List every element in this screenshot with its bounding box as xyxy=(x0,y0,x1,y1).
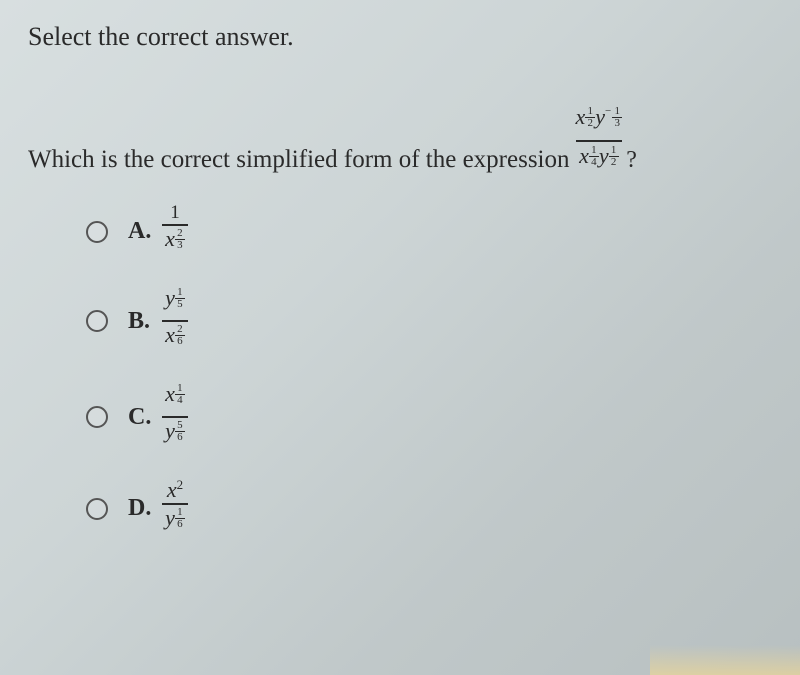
exp-top: 1 xyxy=(177,287,183,298)
radio-b[interactable] xyxy=(86,310,108,332)
exp-top: 1 xyxy=(591,145,597,156)
var-x: x xyxy=(576,104,586,130)
radio-d[interactable] xyxy=(86,498,108,520)
options-list: A. 1 x 2 3 B. y 1 xyxy=(86,202,772,540)
expr-numerator: x 1 2 y − 1 3 xyxy=(576,104,623,139)
exp-bot: 2 xyxy=(611,157,617,168)
exp-bot: 6 xyxy=(177,432,183,443)
var-y: y xyxy=(595,104,605,130)
exp-top: 5 xyxy=(177,420,183,431)
instruction-text: Select the correct answer. xyxy=(28,22,772,52)
option-label-a: A. xyxy=(128,218,162,245)
opt-den: y 5 6 xyxy=(165,418,185,453)
exp-frac: 1 4 xyxy=(589,145,599,168)
option-d[interactable]: D. x 2 y 1 6 xyxy=(86,477,772,540)
var-x: x xyxy=(165,381,175,407)
exp-top: 1 xyxy=(588,106,594,117)
option-label-c: C. xyxy=(128,404,162,431)
plain-numerator: 1 xyxy=(170,202,180,224)
exp-top: 2 xyxy=(177,324,183,335)
var-x: x xyxy=(165,226,175,252)
exp-bot: 3 xyxy=(177,240,183,251)
var-x: x xyxy=(579,143,589,169)
exp-top: 1 xyxy=(615,106,621,117)
option-expr-a: 1 x 2 3 xyxy=(162,202,188,261)
opt-num: 1 xyxy=(170,202,180,224)
exp-frac: 1 6 xyxy=(175,507,185,530)
question-row: Which is the correct simplified form of … xyxy=(28,100,772,174)
option-a[interactable]: A. 1 x 2 3 xyxy=(86,202,772,261)
option-expr-d: x 2 y 1 6 xyxy=(162,477,188,540)
corner-glow xyxy=(650,645,800,675)
exp-bot: 4 xyxy=(177,395,183,406)
exp-frac: 1 2 xyxy=(609,145,619,168)
exp-top: 1 xyxy=(177,383,183,394)
expr-denominator: x 1 4 y 1 2 xyxy=(579,143,619,178)
exp-frac: 2 3 xyxy=(175,228,185,251)
minus-sign: − xyxy=(605,106,611,117)
option-expr-b: y 1 5 x 2 6 xyxy=(162,285,188,357)
option-expr-c: x 1 4 y 5 6 xyxy=(162,381,188,453)
exp-bot: 2 xyxy=(588,118,594,129)
option-label-b: B. xyxy=(128,308,162,335)
question-mark: ? xyxy=(626,147,637,174)
plain-exp: 2 xyxy=(177,477,184,493)
exp-top: 1 xyxy=(611,145,617,156)
opt-num: y 1 5 xyxy=(165,285,185,320)
exp-bot: 3 xyxy=(615,118,621,129)
radio-a[interactable] xyxy=(86,221,108,243)
exp-bot: 6 xyxy=(177,519,183,530)
exp-frac: 1 4 xyxy=(175,383,185,406)
var-y: y xyxy=(599,143,609,169)
exp-top: 2 xyxy=(177,228,183,239)
radio-c[interactable] xyxy=(86,406,108,428)
opt-num: x 1 4 xyxy=(165,381,185,416)
var-y: y xyxy=(165,285,175,311)
var-y: y xyxy=(165,418,175,444)
fraction-bar xyxy=(576,140,623,142)
exp-bot: 5 xyxy=(177,299,183,310)
exp-frac: 5 6 xyxy=(175,420,185,443)
exp-frac: 1 2 xyxy=(585,106,595,129)
question-text: Which is the correct simplified form of … xyxy=(28,146,570,174)
exp-bot: 6 xyxy=(177,336,183,347)
exp-frac: 2 6 xyxy=(175,324,185,347)
var-y: y xyxy=(165,505,175,531)
exp-bot: 4 xyxy=(591,157,597,168)
var-x: x xyxy=(165,322,175,348)
opt-den: x 2 3 xyxy=(165,226,185,261)
opt-den: y 1 6 xyxy=(165,505,185,540)
neg-exp: − 1 3 xyxy=(605,106,622,129)
opt-den: x 2 6 xyxy=(165,322,185,357)
option-b[interactable]: B. y 1 5 x 2 6 xyxy=(86,285,772,357)
option-label-d: D. xyxy=(128,495,162,522)
exp-top: 1 xyxy=(177,507,183,518)
exp-frac: 1 5 xyxy=(175,287,185,310)
option-c[interactable]: C. x 1 4 y 5 6 xyxy=(86,381,772,453)
var-x: x xyxy=(167,477,177,503)
main-expression: x 1 2 y − 1 3 x 1 4 xyxy=(576,104,623,178)
opt-num: x 2 xyxy=(167,477,183,503)
